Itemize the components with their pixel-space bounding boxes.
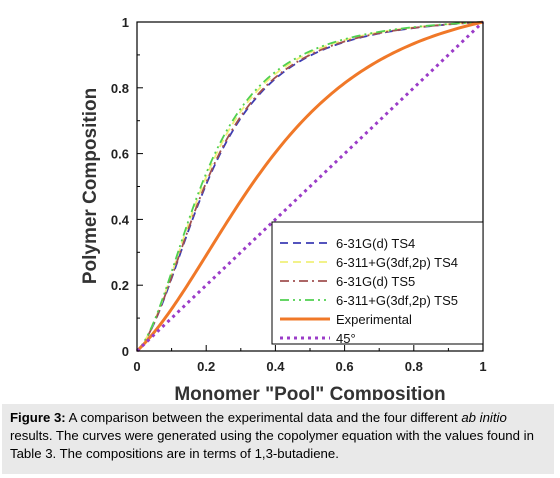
x-tick-label: 0.8 — [405, 359, 423, 374]
y-tick-label: 0.4 — [111, 212, 130, 227]
y-axis-title: Polymer Composition — [80, 88, 101, 284]
chart-figure: 0 0.2 0.4 0.6 0.8 1 0 0.2 0.4 0.6 0.8 1 Monomer "Po… — [80, 15, 487, 400]
y-tick-label: 0 — [122, 344, 129, 359]
x-tick-label: 0.2 — [197, 359, 215, 374]
figure-caption: Figure 3: A comparison between the exper… — [2, 404, 554, 474]
x-tick-label: 0 — [133, 359, 140, 374]
caption-label: Figure 3: — [10, 410, 66, 425]
y-tick-label: 1 — [122, 15, 129, 30]
x-tick-label: 0.4 — [266, 359, 285, 374]
caption-text-2: results. The curves were generated using… — [10, 428, 534, 461]
caption-text-1: A comparison between the experimental da… — [65, 410, 462, 425]
chart-curves — [135, 20, 485, 353]
y-tick-label: 0.6 — [111, 147, 129, 162]
x-axis-title: Monomer "Pool" Composition — [174, 384, 445, 400]
caption-italic: ab initio — [461, 410, 507, 425]
series-line-5 — [135, 20, 485, 353]
x-tick-label: 1 — [479, 359, 486, 374]
chart-legend: 6-31G(d) TS4 6-311+G(3df,2p) TS4 6-31G(d) … — [271, 221, 484, 346]
axis-ticks: 0 0.2 0.4 0.6 0.8 1 0 0.2 0.4 0.6 0.8 1 — [111, 15, 487, 374]
y-tick-label: 0.8 — [111, 81, 129, 96]
legend-label-4: Experimental — [336, 312, 412, 327]
y-tick-label: 0.2 — [111, 278, 129, 293]
series-line-4 — [135, 20, 484, 353]
series-line-2 — [136, 21, 484, 352]
legend-label-2: 6-31G(d) TS5 — [336, 274, 415, 289]
legend-label-5: 45° — [336, 331, 356, 346]
series-line-3 — [136, 21, 484, 352]
legend-label-3: 6-311+G(3df,2p) TS5 — [336, 293, 458, 308]
x-tick-label: 0.6 — [336, 359, 354, 374]
series-line-1 — [136, 21, 484, 352]
legend-label-1: 6-311+G(3df,2p) TS4 — [336, 255, 458, 270]
legend-label-0: 6-31G(d) TS4 — [336, 236, 415, 251]
